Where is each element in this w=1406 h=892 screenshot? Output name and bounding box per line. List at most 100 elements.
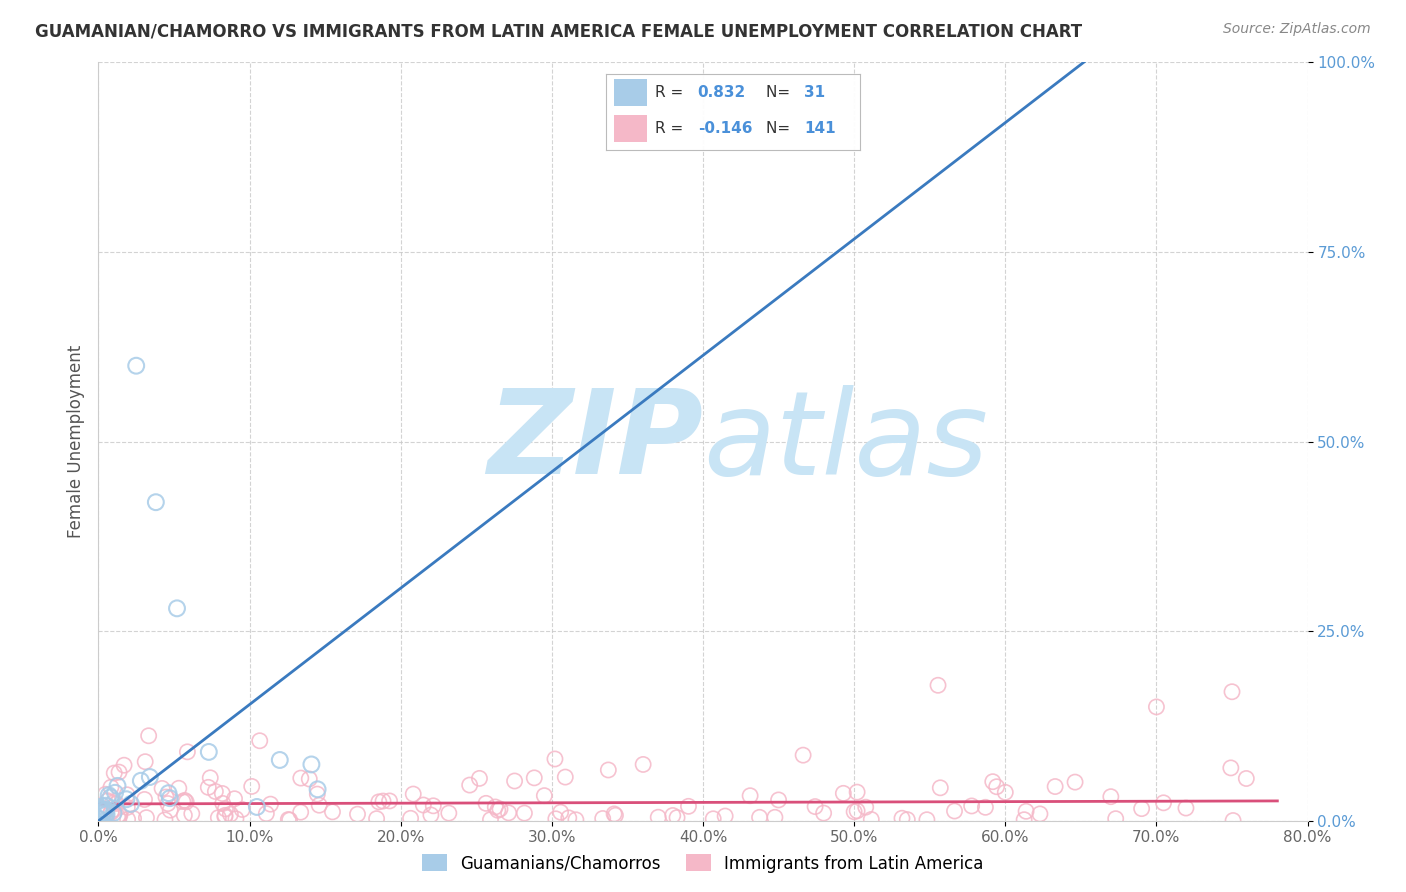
- Point: [346, 807, 368, 822]
- Text: GUAMANIAN/CHAMORRO VS IMMIGRANTS FROM LATIN AMERICA FEMALE UNEMPLOYMENT CORRELAT: GUAMANIAN/CHAMORRO VS IMMIGRANTS FROM LA…: [35, 22, 1083, 40]
- Text: Source: ZipAtlas.com: Source: ZipAtlas.com: [1223, 22, 1371, 37]
- Point: [93, 804, 115, 818]
- Point: [103, 802, 125, 816]
- Point: [214, 810, 236, 824]
- Point: [207, 811, 229, 825]
- Point: [129, 773, 152, 788]
- Point: [134, 792, 156, 806]
- Point: [813, 806, 835, 821]
- Point: [290, 771, 312, 785]
- Point: [544, 812, 567, 826]
- Point: [108, 808, 131, 822]
- Point: [486, 803, 509, 817]
- Point: [489, 802, 512, 816]
- Point: [180, 806, 202, 821]
- Point: [97, 794, 120, 808]
- Point: [103, 766, 125, 780]
- Point: [554, 770, 576, 784]
- Point: [367, 795, 389, 809]
- Point: [107, 779, 129, 793]
- Point: [605, 808, 627, 822]
- Point: [90, 805, 112, 819]
- Point: [1099, 789, 1122, 804]
- Point: [714, 809, 737, 823]
- Point: [498, 805, 520, 820]
- Point: [986, 780, 1008, 794]
- Text: atlas: atlas: [703, 384, 988, 499]
- Point: [100, 805, 122, 820]
- Point: [1153, 796, 1175, 810]
- Point: [125, 359, 148, 373]
- Point: [419, 808, 441, 822]
- Point: [100, 790, 122, 805]
- Point: [135, 811, 157, 825]
- Point: [90, 802, 112, 816]
- Point: [307, 787, 329, 801]
- Point: [631, 757, 654, 772]
- Point: [87, 812, 110, 826]
- Point: [1234, 772, 1257, 786]
- Point: [231, 802, 253, 816]
- Point: [748, 810, 770, 824]
- Point: [981, 774, 1004, 789]
- Point: [437, 806, 460, 821]
- Point: [533, 789, 555, 803]
- Point: [89, 805, 111, 819]
- Point: [94, 803, 117, 817]
- Point: [112, 758, 135, 772]
- Point: [219, 807, 242, 822]
- Point: [1220, 685, 1243, 699]
- Point: [1015, 805, 1038, 819]
- Y-axis label: Female Unemployment: Female Unemployment: [66, 345, 84, 538]
- Point: [544, 752, 567, 766]
- Point: [402, 787, 425, 801]
- Point: [1029, 806, 1052, 821]
- Point: [550, 805, 572, 820]
- Point: [479, 813, 502, 827]
- Point: [249, 733, 271, 747]
- Point: [678, 799, 700, 814]
- Point: [1012, 813, 1035, 827]
- Point: [139, 770, 162, 784]
- Point: [763, 810, 786, 824]
- Point: [157, 786, 180, 800]
- Point: [96, 807, 118, 822]
- Point: [94, 787, 117, 801]
- Point: [145, 495, 167, 509]
- Point: [503, 774, 526, 789]
- Point: [378, 794, 401, 808]
- Point: [138, 729, 160, 743]
- Point: [860, 813, 883, 827]
- Point: [523, 771, 546, 785]
- Point: [214, 808, 236, 822]
- Point: [108, 765, 131, 780]
- Point: [117, 813, 139, 827]
- Point: [153, 813, 176, 827]
- Point: [468, 772, 491, 786]
- Point: [172, 794, 194, 808]
- Point: [224, 791, 246, 805]
- Point: [103, 806, 125, 821]
- Point: [89, 802, 111, 816]
- Point: [412, 797, 434, 812]
- Point: [371, 794, 394, 808]
- Point: [176, 745, 198, 759]
- Point: [100, 780, 122, 795]
- Point: [225, 812, 247, 826]
- Point: [298, 772, 321, 786]
- Point: [278, 813, 301, 827]
- Point: [1105, 812, 1128, 826]
- Point: [647, 810, 669, 824]
- Point: [97, 789, 120, 803]
- Point: [832, 786, 855, 800]
- Point: [1043, 780, 1066, 794]
- Point: [173, 808, 195, 822]
- Point: [93, 804, 115, 818]
- Point: [307, 782, 329, 797]
- Point: [661, 808, 683, 822]
- Point: [422, 798, 444, 813]
- Point: [166, 601, 188, 615]
- Point: [475, 797, 498, 811]
- Point: [100, 805, 122, 819]
- Point: [105, 797, 128, 811]
